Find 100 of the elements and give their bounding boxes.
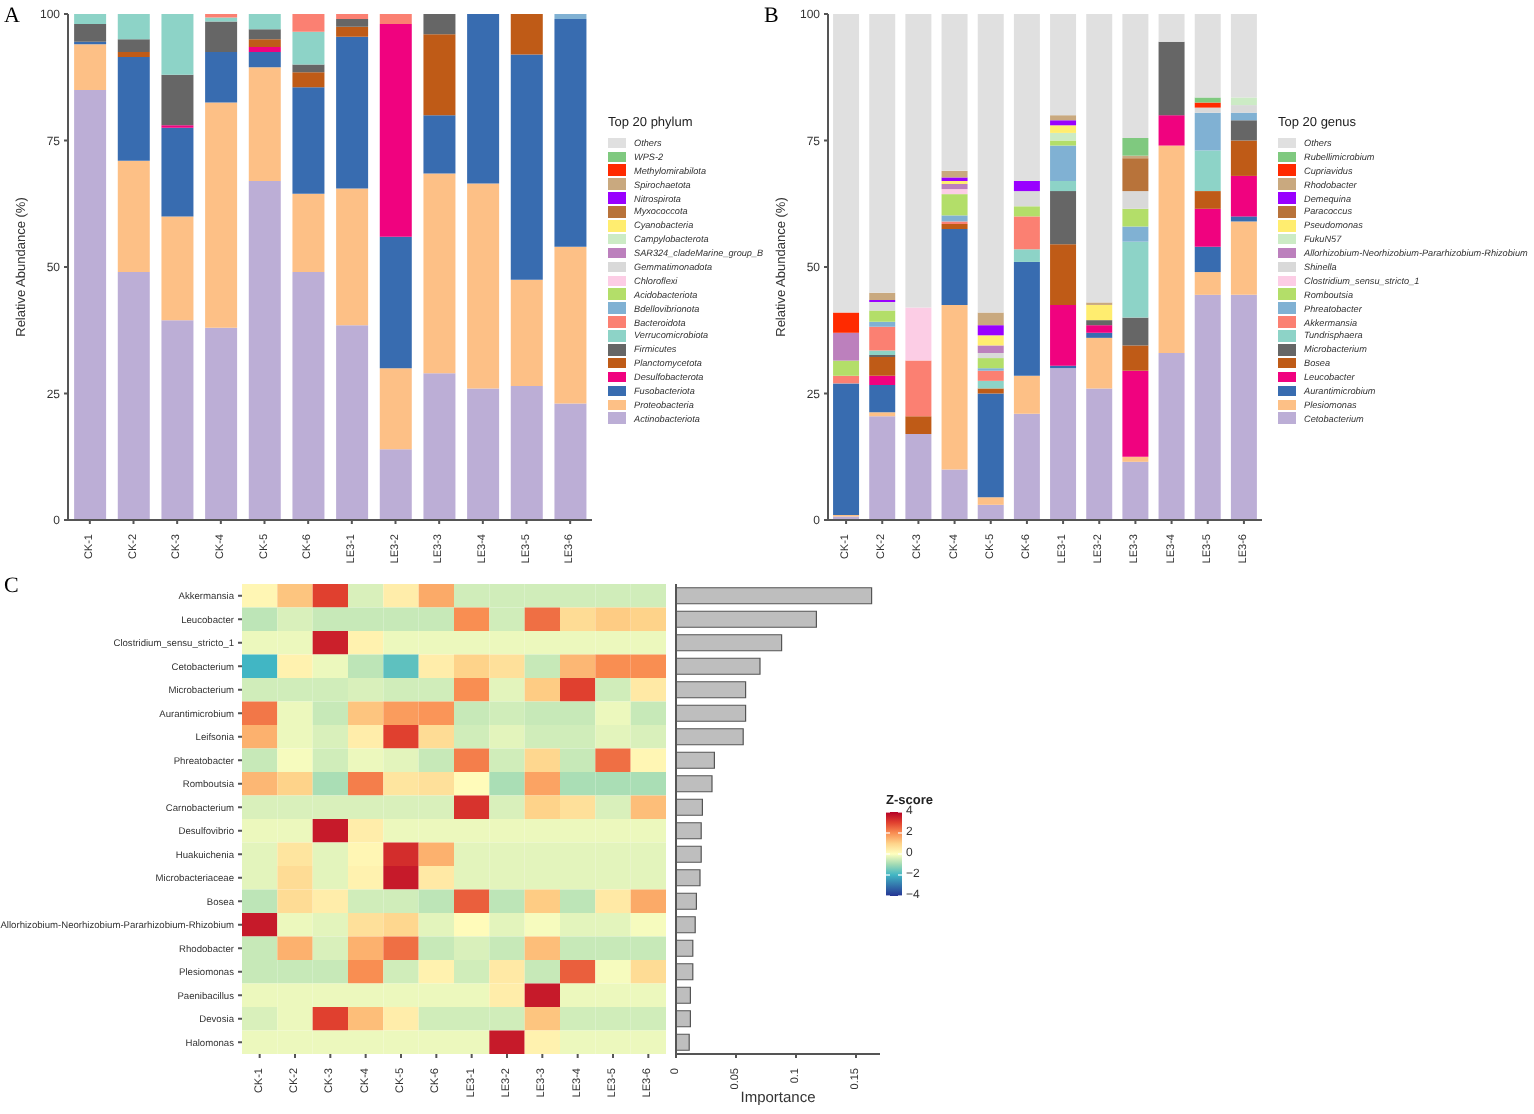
bar	[1230, 216, 1257, 222]
bar	[74, 14, 107, 25]
bar	[941, 170, 968, 178]
bar	[941, 304, 968, 470]
bar	[161, 216, 194, 321]
bar	[554, 403, 587, 520]
bar	[977, 325, 1004, 336]
bar	[248, 67, 281, 181]
bar	[1122, 345, 1149, 371]
bar	[977, 358, 1004, 369]
text: C	[4, 574, 19, 598]
bar	[1194, 208, 1221, 247]
bar	[74, 24, 107, 42]
bar	[1086, 304, 1113, 321]
bar	[977, 312, 1004, 326]
bar	[1050, 132, 1077, 141]
bar	[1050, 368, 1077, 520]
bar	[1122, 158, 1149, 192]
bar	[1122, 461, 1149, 520]
bar	[554, 14, 587, 20]
bar	[1158, 41, 1185, 116]
bar	[977, 353, 1004, 359]
bar	[905, 433, 932, 520]
bar	[1194, 191, 1221, 209]
bar	[423, 173, 456, 374]
bar	[1050, 244, 1077, 305]
bar	[336, 19, 369, 27]
bar	[941, 189, 968, 195]
bar	[1194, 102, 1221, 108]
bar	[467, 183, 500, 389]
bar	[1013, 413, 1040, 520]
bar	[1050, 180, 1077, 192]
bar	[1122, 241, 1149, 318]
bar	[292, 272, 325, 520]
bar	[1230, 97, 1257, 106]
bar	[869, 375, 896, 385]
bar	[1013, 180, 1040, 192]
bar	[1050, 125, 1077, 133]
bar	[941, 229, 968, 305]
bar	[941, 194, 968, 216]
bar	[833, 14, 860, 313]
bar	[1194, 112, 1221, 151]
bar	[161, 14, 194, 75]
bar	[1013, 206, 1040, 217]
bar	[205, 327, 238, 520]
bar	[74, 44, 107, 90]
bar	[510, 385, 543, 520]
bar	[1194, 272, 1221, 295]
bar	[117, 160, 150, 273]
bar	[1086, 388, 1113, 520]
bar	[941, 184, 968, 190]
bar	[248, 46, 281, 52]
bar	[869, 326, 896, 351]
bar	[205, 21, 238, 52]
bar	[905, 416, 932, 434]
bar	[292, 72, 325, 88]
bar	[869, 416, 896, 520]
bar	[1194, 97, 1221, 103]
bar	[905, 360, 932, 417]
bar	[554, 246, 587, 404]
bar	[833, 332, 860, 361]
bar	[248, 51, 281, 68]
bar	[1086, 325, 1113, 333]
bar	[905, 14, 932, 308]
bar	[292, 31, 325, 65]
bar	[1050, 115, 1077, 121]
bar	[1050, 120, 1077, 126]
bar	[941, 469, 968, 520]
bar	[1122, 317, 1149, 346]
bar	[379, 14, 412, 25]
bar	[1230, 140, 1257, 176]
bar	[1230, 175, 1257, 217]
bar	[977, 497, 1004, 505]
bar	[161, 74, 194, 126]
bar	[248, 180, 281, 520]
bar	[869, 357, 896, 376]
bar	[977, 335, 1004, 346]
bar	[869, 384, 896, 413]
bar	[869, 310, 896, 322]
bar	[1122, 137, 1149, 156]
bar	[941, 223, 968, 230]
bar	[205, 51, 238, 103]
bar	[869, 321, 896, 327]
bar	[1230, 294, 1257, 520]
bar	[292, 193, 325, 273]
bar	[292, 87, 325, 194]
bar	[1194, 107, 1221, 113]
bar	[941, 215, 968, 222]
bar	[1013, 216, 1040, 250]
bar	[977, 14, 1004, 313]
bar	[1230, 221, 1257, 295]
bar	[1122, 226, 1149, 242]
bar	[977, 388, 1004, 394]
bar	[74, 89, 107, 520]
bar	[1050, 304, 1077, 366]
bar	[117, 39, 150, 52]
bar	[869, 301, 896, 311]
bar	[1230, 120, 1257, 141]
bar	[1086, 332, 1113, 338]
bar	[1086, 337, 1113, 389]
